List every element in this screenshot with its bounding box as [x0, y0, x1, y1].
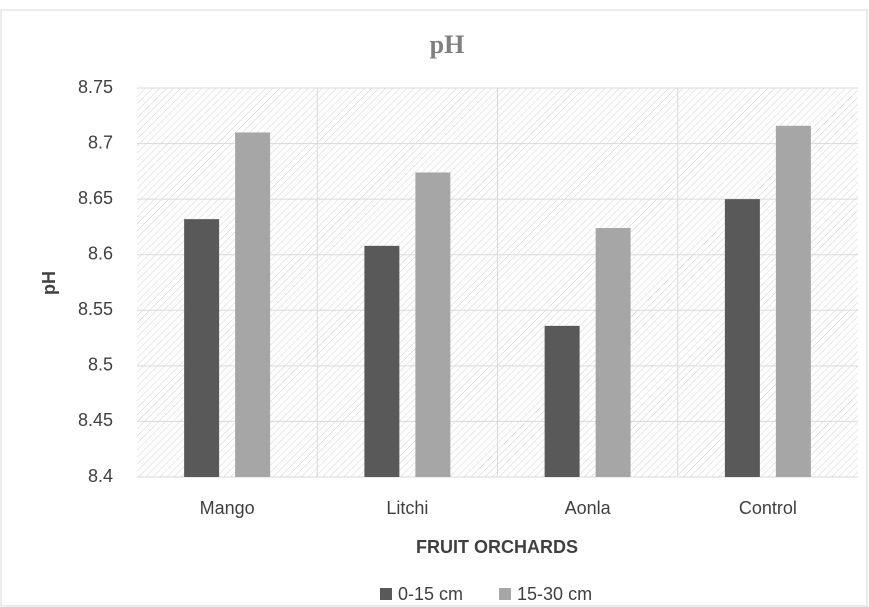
y-tick-label: 8.4 [88, 466, 113, 486]
x-tick-label: Control [739, 498, 797, 518]
bar [775, 125, 811, 477]
x-tick-label: Litchi [386, 498, 428, 518]
bar [544, 325, 580, 477]
y-tick-label: 8.55 [78, 299, 113, 319]
bar [724, 199, 760, 477]
bar [184, 219, 220, 478]
legend-label: 0-15 cm [398, 584, 463, 604]
x-tick-label: Aonla [565, 498, 612, 518]
y-tick-label: 8.7 [88, 132, 113, 152]
bar [595, 228, 631, 477]
legend-label: 15-30 cm [517, 584, 592, 604]
x-axis-title: FRUIT ORCHARDS [416, 537, 578, 557]
y-tick-label: 8.65 [78, 188, 113, 208]
y-tick-label: 8.5 [88, 355, 113, 375]
y-tick-label: 8.45 [78, 410, 113, 430]
y-tick-label: 8.6 [88, 243, 113, 263]
bar [235, 132, 271, 477]
y-tick-label: 8.75 [78, 77, 113, 97]
legend-key [499, 588, 512, 600]
bar [364, 245, 400, 477]
bar [415, 172, 451, 477]
chart-title: pH [430, 30, 465, 59]
legend-key [380, 588, 392, 600]
x-tick-label: Mango [200, 498, 255, 518]
y-axis-title: pH [39, 271, 59, 295]
